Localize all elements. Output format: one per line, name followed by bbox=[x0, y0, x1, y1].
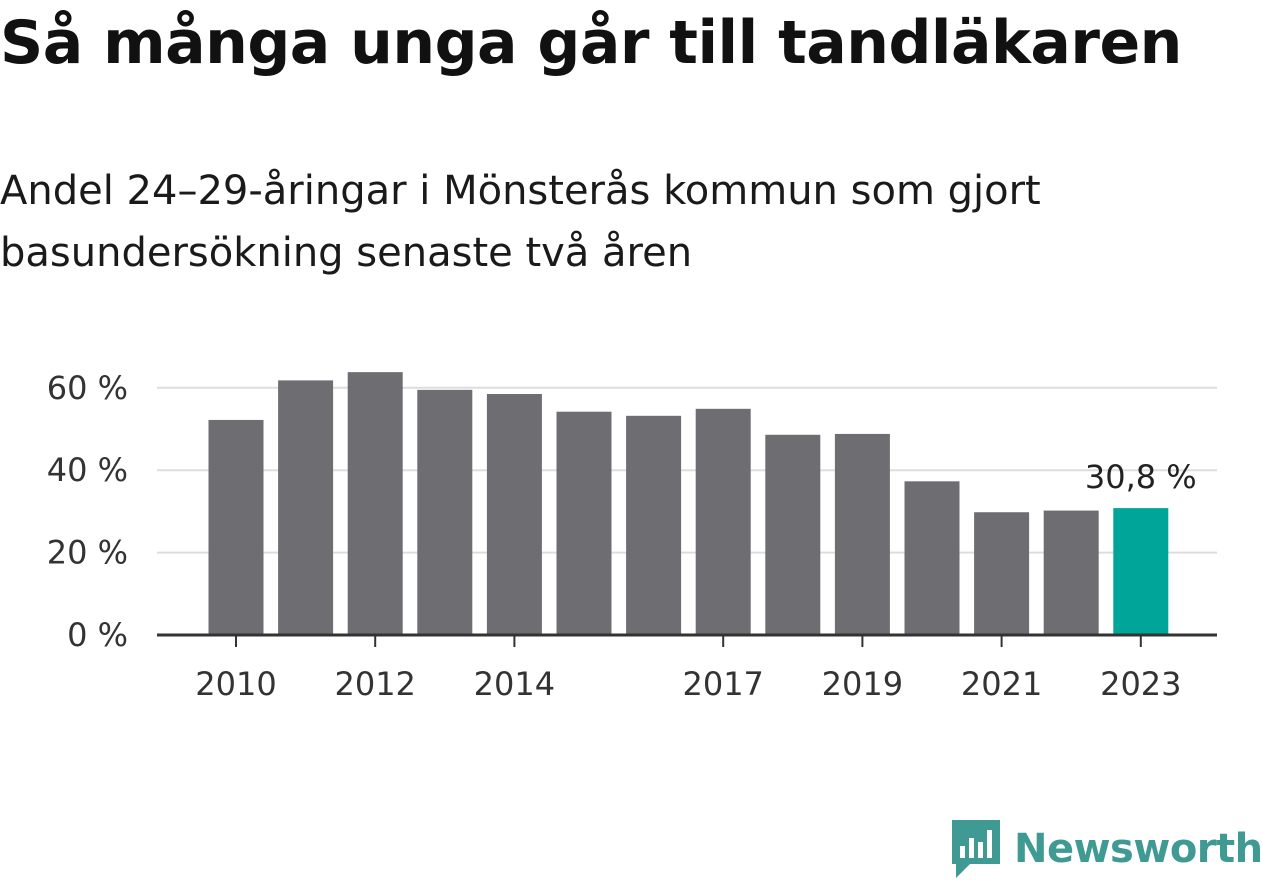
bar bbox=[904, 481, 960, 635]
bar bbox=[278, 380, 334, 635]
bar-series bbox=[208, 372, 1169, 635]
bar bbox=[417, 389, 473, 635]
chart-title: Så många unga går till tandläkaren bbox=[0, 8, 1182, 78]
bar bbox=[1113, 508, 1169, 635]
bar bbox=[626, 415, 682, 635]
bar bbox=[834, 433, 890, 635]
bar bbox=[974, 512, 1030, 635]
bar bbox=[765, 434, 821, 635]
data-labels: 30,8 % bbox=[1085, 458, 1197, 496]
y-tick-label: 40 % bbox=[47, 451, 128, 489]
x-tick-label: 2010 bbox=[195, 665, 276, 703]
chart-subtitle: Andel 24–29-åringar i Mönsterås kommun s… bbox=[0, 168, 1041, 276]
y-tick-label: 20 % bbox=[47, 534, 128, 572]
bar bbox=[208, 419, 264, 635]
x-tick-label: 2023 bbox=[1100, 665, 1181, 703]
newsworthy-logo-icon bbox=[952, 820, 1000, 878]
brand-name: Newsworthy bbox=[1014, 826, 1262, 872]
x-tick-label: 2012 bbox=[334, 665, 415, 703]
y-tick-label: 0 % bbox=[67, 616, 128, 654]
bar bbox=[347, 372, 403, 635]
grid-lines bbox=[157, 386, 1217, 554]
x-tick-label: 2014 bbox=[474, 665, 555, 703]
x-axis: 2010 2012 2014 2017 2019 2021 2023 bbox=[157, 633, 1217, 703]
data-label: 30,8 % bbox=[1085, 458, 1197, 496]
newsworthy-logo: Newsworthy bbox=[950, 818, 1262, 880]
bar bbox=[556, 411, 612, 635]
x-tick-label: 2021 bbox=[961, 665, 1042, 703]
y-tick-label: 60 % bbox=[47, 369, 128, 407]
bar bbox=[486, 393, 542, 635]
bar bbox=[695, 408, 751, 635]
x-tick-label: 2019 bbox=[822, 665, 903, 703]
y-axis: 0 % 20 % 40 % 60 % bbox=[47, 369, 128, 654]
bar bbox=[1043, 510, 1099, 635]
x-tick-label: 2017 bbox=[682, 665, 763, 703]
